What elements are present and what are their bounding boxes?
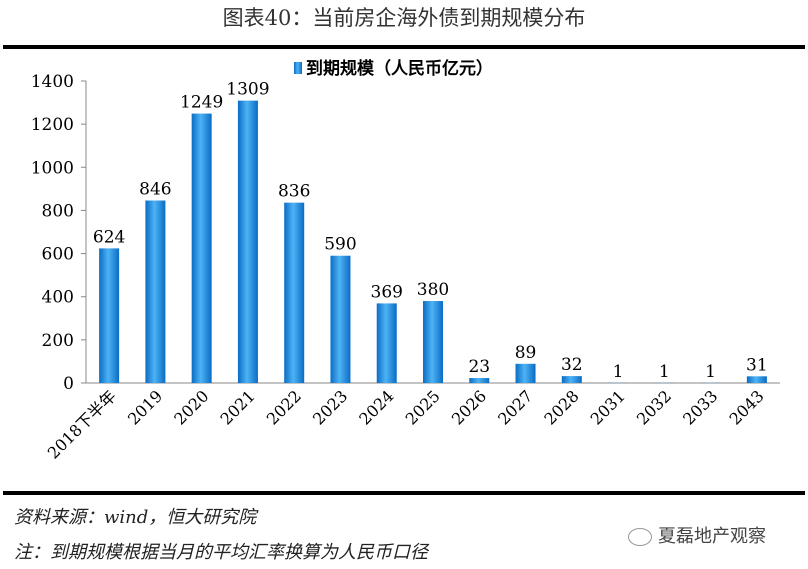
bar (237, 100, 258, 383)
bar (145, 200, 166, 383)
x-tick-label: 2024 (355, 386, 397, 428)
data-label: 32 (561, 355, 583, 375)
x-tick-label: 2022 (263, 386, 305, 428)
chart-title: 图表40：当前房企海外债到期规模分布 (222, 6, 586, 30)
x-tick-label: 2018下半年 (44, 386, 120, 462)
bar (376, 303, 397, 383)
top-rule (3, 45, 805, 49)
bar (515, 363, 536, 383)
source-text: 资料来源：wind，恒大研究院 (14, 507, 257, 528)
wechat-icon (628, 528, 652, 546)
data-label: 23 (468, 357, 490, 377)
y-tick-label: 200 (42, 331, 74, 351)
data-label: 1249 (180, 93, 223, 113)
x-tick-label: 2043 (725, 386, 767, 428)
legend-swatch (294, 62, 302, 74)
x-tick-label: 2028 (540, 386, 582, 428)
x-tick-label: 2032 (633, 386, 675, 428)
x-tick-label: 2027 (494, 386, 536, 428)
data-label: 1 (659, 362, 670, 382)
y-tick-label: 400 (42, 288, 74, 308)
data-label: 89 (515, 343, 537, 363)
data-label: 624 (93, 227, 125, 247)
x-tick-label: 2021 (217, 386, 259, 428)
data-label: 380 (417, 280, 449, 300)
data-label: 846 (139, 180, 171, 200)
y-tick-label: 1000 (31, 158, 74, 178)
data-label: 1 (613, 362, 624, 382)
y-tick-label: 0 (63, 374, 74, 394)
data-label: 836 (278, 182, 310, 202)
x-tick-label: 2020 (170, 386, 212, 428)
x-tick-label: 2033 (679, 386, 721, 428)
bar (561, 376, 582, 383)
data-label: 590 (324, 235, 356, 255)
bar (99, 248, 120, 383)
bar (330, 255, 351, 383)
watermark: 夏磊地产观察 (628, 522, 766, 548)
x-tick-label: 2025 (402, 386, 444, 428)
bar (191, 113, 212, 383)
data-label: 31 (746, 355, 768, 375)
legend-label: 到期规模（人民币亿元） (306, 58, 493, 79)
bar (423, 301, 443, 383)
bottom-rule (3, 491, 805, 495)
y-tick-label: 800 (42, 201, 74, 221)
bar (469, 378, 490, 383)
data-label: 1 (705, 362, 716, 382)
x-tick-label: 2026 (448, 386, 490, 428)
bar (284, 202, 305, 383)
y-tick-label: 1200 (31, 115, 74, 135)
watermark-text: 夏磊地产观察 (658, 526, 766, 547)
x-tick-label: 2031 (587, 386, 629, 428)
bar-chart: 0 200 400 600 800 1000 1200 1400 624 2018下半年 846 20… (31, 58, 780, 463)
data-label: 369 (371, 282, 403, 302)
y-tick-label: 1400 (31, 72, 74, 92)
data-label: 1309 (226, 80, 269, 100)
note-text: 注：到期规模根据当月的平均汇率换算为人民币口径 (14, 542, 428, 563)
y-tick-label: 600 (42, 245, 74, 265)
bar (746, 376, 767, 383)
x-tick-label: 2019 (124, 386, 166, 428)
x-tick-label: 2023 (309, 386, 351, 428)
